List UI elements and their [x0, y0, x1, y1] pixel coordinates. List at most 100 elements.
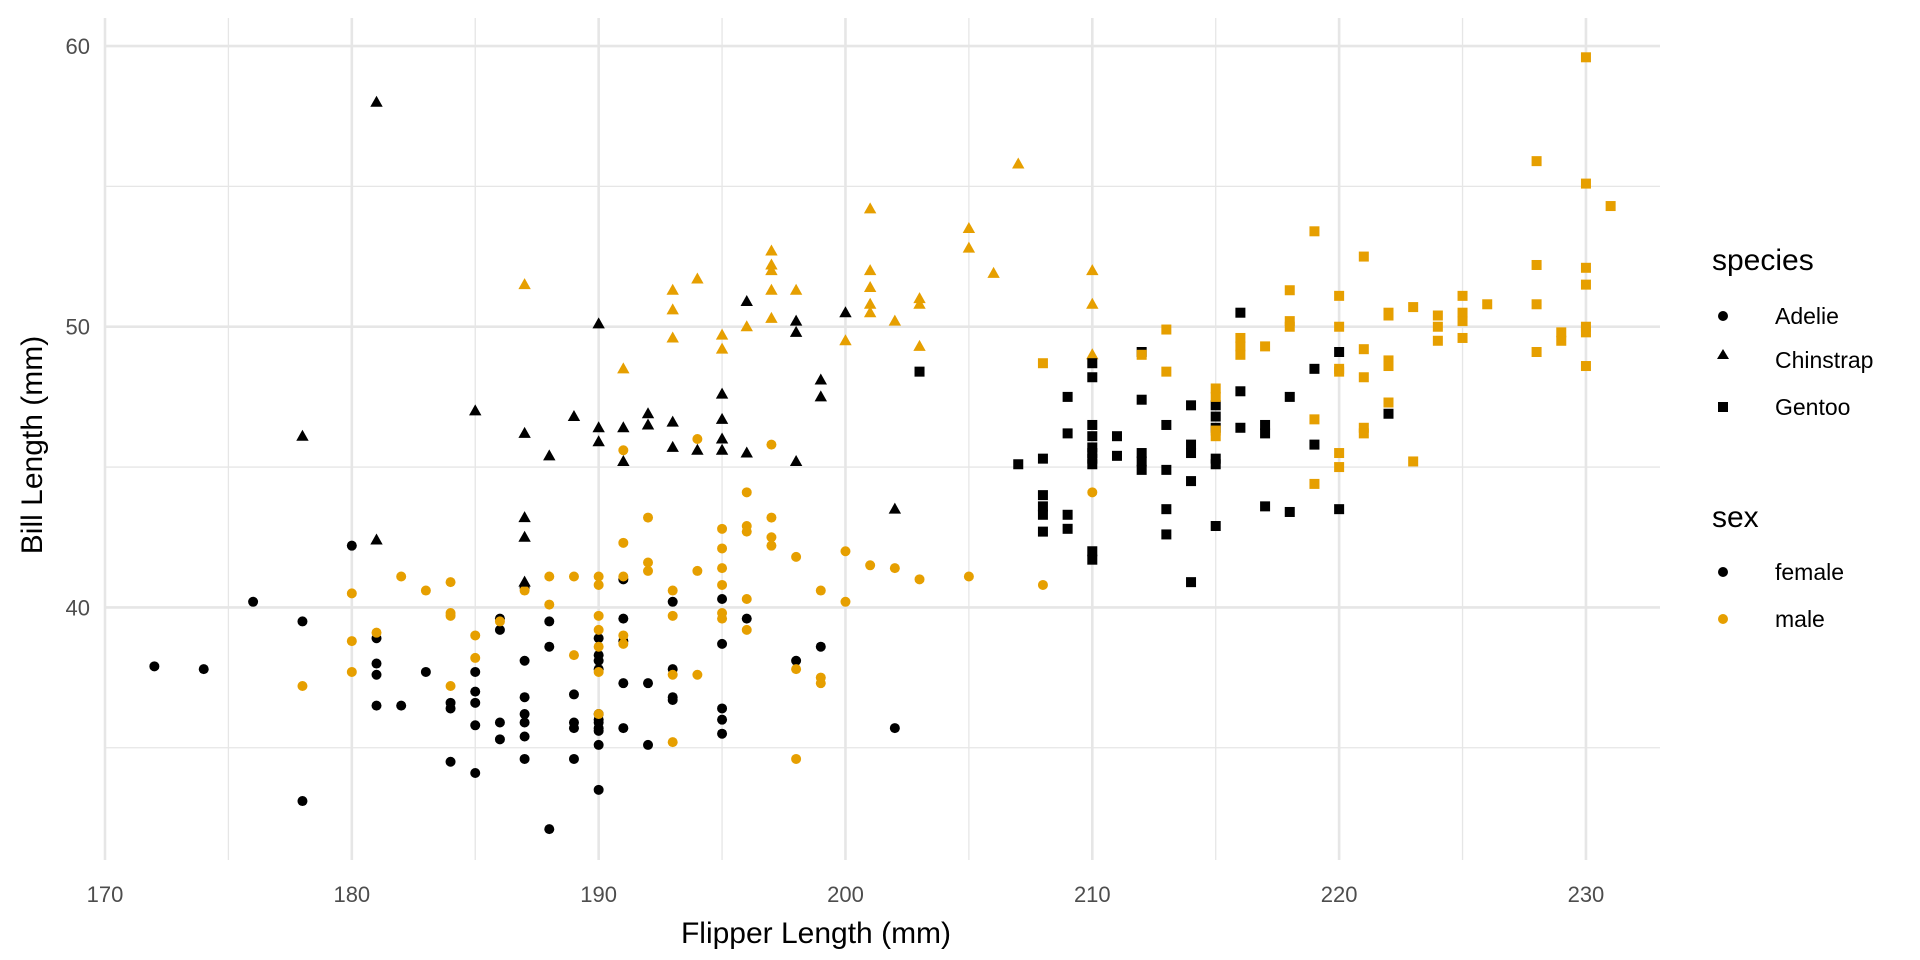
adelie-female-point — [618, 723, 629, 734]
adelie-female-point — [593, 650, 604, 661]
adelie-female-point — [371, 658, 382, 669]
chinstrap-female-point — [666, 415, 679, 427]
gentoo-male-point — [1383, 310, 1394, 321]
chinstrap-male-point — [913, 297, 926, 309]
adelie-male-point — [643, 557, 654, 568]
gentoo-male-point — [1432, 335, 1443, 346]
adelie-male-point — [914, 574, 925, 585]
gentoo-male-point — [1210, 425, 1221, 436]
adelie-female-point — [889, 723, 900, 734]
x-tick-label: 180 — [333, 882, 370, 907]
gentoo-female-point — [1062, 391, 1073, 402]
gentoo-male-point — [1432, 310, 1443, 321]
chinstrap-female-point — [592, 317, 605, 329]
legend-sex-title: sex — [1712, 501, 1759, 534]
gentoo-male-point — [1358, 344, 1369, 355]
chinstrap-male-point — [765, 244, 778, 256]
adelie-male-point — [766, 540, 777, 551]
gentoo-female-point — [1062, 509, 1073, 520]
chinstrap-female-point — [617, 454, 630, 466]
adelie-male-point — [741, 487, 752, 498]
chinstrap-male-point — [987, 266, 1000, 278]
adelie-female-point — [791, 655, 802, 666]
gentoo-male-point — [1457, 316, 1468, 327]
adelie-female-point — [445, 756, 456, 767]
adelie-male-point — [692, 565, 703, 576]
gentoo-male-point — [1161, 366, 1172, 377]
gentoo-female-point — [1136, 448, 1147, 459]
adelie-female-point — [643, 739, 654, 750]
gentoo-female-point — [1037, 490, 1048, 501]
adelie-female-point — [741, 613, 752, 624]
adelie-female-point — [593, 739, 604, 750]
adelie-male-point — [766, 532, 777, 543]
gentoo-female-point — [1087, 431, 1098, 442]
adelie-male-point — [593, 666, 604, 677]
chinstrap-male-point — [888, 314, 902, 326]
adelie-female-point — [149, 661, 160, 672]
legend-male-marker — [1718, 614, 1728, 624]
adelie-male-point — [815, 585, 826, 596]
chinstrap-male-point — [863, 306, 877, 318]
gentoo-female-point — [1186, 476, 1197, 487]
gentoo-male-point — [1334, 366, 1345, 377]
chinstrap-male-point — [666, 283, 679, 295]
adelie-male-point — [692, 669, 703, 680]
legend-species-title: species — [1712, 244, 1814, 277]
gentoo-female-point — [1210, 521, 1221, 532]
adelie-male-point — [544, 599, 555, 610]
gentoo-male-point — [1358, 372, 1369, 383]
gentoo-male-point — [1309, 478, 1320, 489]
adelie-male-point — [717, 543, 728, 554]
x-tick-label: 170 — [87, 882, 124, 907]
adelie-male-point — [544, 571, 555, 582]
adelie-male-point — [618, 445, 629, 456]
chinstrap-female-point — [789, 325, 803, 337]
adelie-male-point — [618, 571, 629, 582]
adelie-male-point — [568, 571, 579, 582]
adelie-female-point — [396, 700, 407, 711]
gentoo-male-point — [1531, 299, 1542, 310]
chinstrap-female-point — [370, 533, 383, 545]
chinstrap-female-point — [518, 575, 531, 587]
gentoo-male-point — [1260, 341, 1271, 352]
gentoo-male-point — [1161, 324, 1172, 335]
y-axis-ticks: 40 50 60 — [66, 34, 90, 620]
gentoo-male-point — [1457, 332, 1468, 343]
gentoo-female-point — [1161, 529, 1172, 540]
gentoo-female-point — [1087, 419, 1098, 430]
adelie-male-point — [840, 596, 851, 607]
adelie-female-point — [667, 596, 678, 607]
gentoo-male-point — [1580, 178, 1591, 189]
adelie-male-point — [593, 571, 604, 582]
gentoo-female-point — [1087, 358, 1098, 369]
gentoo-female-point — [1087, 554, 1098, 565]
gentoo-male-point — [1531, 346, 1542, 357]
legend-sex: sex female male — [1712, 501, 1844, 632]
grid-major — [103, 18, 1660, 860]
gentoo-male-point — [1580, 361, 1591, 372]
gentoo-female-point — [1037, 526, 1048, 537]
gentoo-female-point — [1186, 400, 1197, 411]
gentoo-male-point — [1284, 316, 1295, 327]
gentoo-female-point — [1087, 459, 1098, 470]
chinstrap-male-point — [765, 264, 778, 276]
gentoo-male-point — [1358, 251, 1369, 262]
gentoo-male-point — [1235, 349, 1246, 360]
adelie-female-point — [519, 709, 530, 720]
gentoo-male-point — [1408, 456, 1419, 467]
adelie-male-point — [815, 678, 826, 689]
gentoo-male-point — [1334, 321, 1345, 332]
gentoo-female-point — [1284, 506, 1295, 517]
chinstrap-female-point — [641, 407, 655, 419]
chinstrap-male-point — [1012, 157, 1025, 169]
gentoo-female-point — [1186, 439, 1197, 450]
adelie-male-point — [766, 439, 777, 450]
gentoo-female-point — [1037, 453, 1048, 464]
chinstrap-male-point — [913, 339, 926, 351]
gentoo-male-point — [1284, 285, 1295, 296]
y-tick-label: 40 — [66, 595, 90, 620]
data-points — [149, 52, 1616, 835]
adelie-male-point — [445, 610, 456, 621]
chinstrap-female-point — [592, 435, 605, 447]
